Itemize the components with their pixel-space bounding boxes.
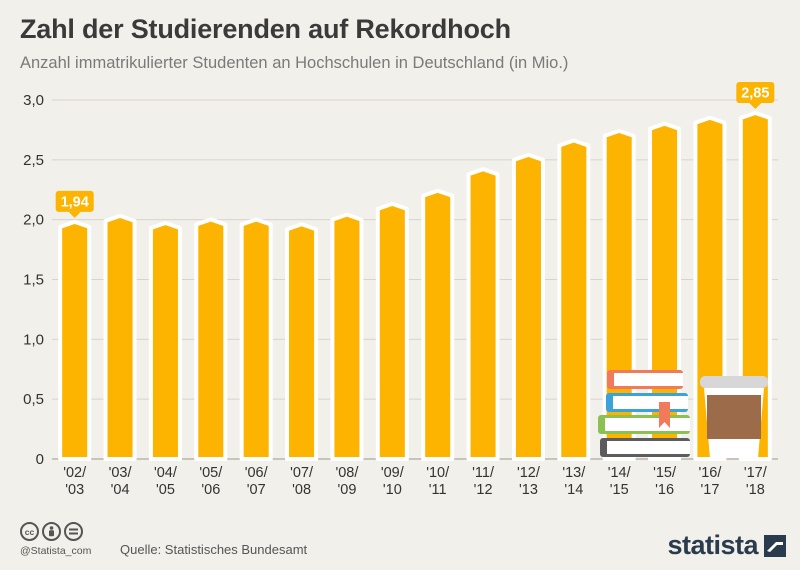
- x-tick-label: '14/'15: [608, 465, 632, 498]
- bar: [148, 221, 182, 461]
- x-tick-label: '02/'03: [63, 465, 87, 498]
- chart-title: Zahl der Studierenden auf Rekordhoch: [20, 14, 511, 44]
- svg-text:2,85: 2,85: [741, 85, 769, 101]
- x-tick-label: '11/'12: [472, 465, 495, 498]
- x-tick-label: '17/'18: [744, 465, 768, 498]
- cc-icon: cc: [20, 522, 39, 541]
- bar-chart: 0 0,5 1,0 1,5 2,0 2,5 3,0 '02/'03 '03/'04 '04/'0…: [23, 81, 778, 498]
- statista-logo[interactable]: statista: [667, 530, 786, 561]
- bar: [557, 138, 591, 461]
- y-axis-ticks: 0 0,5 1,0 1,5 2,0 2,5 3,0: [23, 92, 44, 468]
- bar: [285, 222, 319, 461]
- bar: [239, 217, 273, 461]
- x-tick-label: '15/'16: [653, 465, 677, 498]
- bar: [103, 213, 137, 461]
- x-tick-label: '12/'13: [517, 465, 541, 498]
- x-tick-label: '10/'11: [426, 465, 450, 498]
- bar: [693, 115, 727, 461]
- bar: [58, 219, 92, 461]
- y-tick-label: 1,0: [23, 331, 44, 348]
- data-labels: 1,94 2,85: [55, 81, 775, 218]
- nd-icon: [64, 522, 83, 541]
- bar: [330, 212, 364, 461]
- x-tick-label: '08/'09: [335, 465, 359, 498]
- statista-logo-icon: [764, 534, 786, 557]
- y-tick-label: 3,0: [23, 92, 44, 109]
- x-tick-label: '05/'06: [199, 465, 223, 498]
- bar: [421, 188, 455, 461]
- x-tick-label: '16/'17: [698, 465, 722, 498]
- y-tick-label: 2,5: [23, 152, 44, 169]
- logo-text: statista: [667, 530, 758, 560]
- bar: [466, 167, 500, 461]
- y-tick-label: 2,0: [23, 212, 44, 229]
- x-axis-labels: '02/'03 '03/'04 '04/'05 '05/'06 '06/'07 '07/'…: [63, 465, 768, 498]
- bar: [375, 201, 409, 461]
- bar: [511, 152, 545, 461]
- books-icon: [598, 370, 690, 457]
- x-tick-label: '04/'05: [154, 465, 178, 498]
- bar: [194, 217, 228, 461]
- chart-subtitle: Anzahl immatrikulierter Studenten an Hoc…: [20, 54, 569, 72]
- statista-handle[interactable]: @Statista_com: [20, 545, 92, 557]
- y-tick-label: 0: [36, 451, 44, 468]
- license-icons: cc: [20, 522, 83, 541]
- svg-text:1,94: 1,94: [61, 194, 89, 210]
- data-label: 1,94: [55, 190, 94, 218]
- illustration: [598, 370, 768, 458]
- x-tick-label: '07/'08: [290, 465, 314, 498]
- source-note: Quelle: Statistisches Bundesamt: [120, 542, 308, 557]
- by-icon: [42, 522, 61, 541]
- x-tick-label: '06/'07: [245, 465, 269, 498]
- y-tick-label: 1,5: [23, 272, 44, 289]
- coffee-cup-icon: [700, 376, 768, 458]
- bar: [738, 110, 772, 461]
- data-label: 2,85: [736, 81, 775, 109]
- x-tick-label: '09/'10: [381, 465, 405, 498]
- x-tick-label: '13/'14: [562, 465, 586, 498]
- x-tick-label: '03/'04: [109, 465, 133, 498]
- y-tick-label: 0,5: [23, 391, 44, 408]
